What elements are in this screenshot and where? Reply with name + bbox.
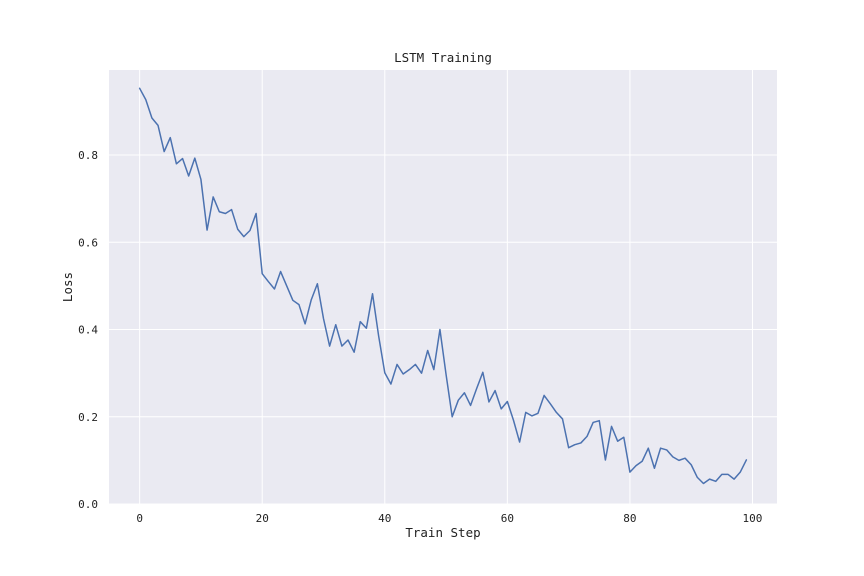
x-tick-label: 60 (501, 512, 514, 525)
x-tick-label: 20 (256, 512, 269, 525)
gridlines (109, 70, 777, 505)
y-tick-label: 0.4 (78, 324, 98, 337)
x-axis-ticks: 0 20 40 60 80 100 (136, 512, 762, 525)
y-axis-label: Loss (60, 272, 75, 302)
y-tick-label: 0.8 (78, 149, 98, 162)
x-tick-label: 80 (623, 512, 636, 525)
y-tick-label: 0.6 (78, 236, 98, 249)
y-tick-label: 0.0 (78, 498, 98, 511)
loss-series-line (138, 87, 748, 485)
y-tick-label: 0.2 (78, 411, 98, 424)
x-tick-label: 0 (136, 512, 143, 525)
x-tick-label: 40 (378, 512, 391, 525)
y-axis-ticks: 0.0 0.2 0.4 0.6 0.8 (78, 149, 98, 511)
chart-title: LSTM Training (394, 50, 492, 65)
x-axis-label: Train Step (405, 525, 480, 540)
plot-area (109, 70, 777, 504)
x-tick-label: 100 (743, 512, 763, 525)
series-layer (138, 87, 748, 485)
